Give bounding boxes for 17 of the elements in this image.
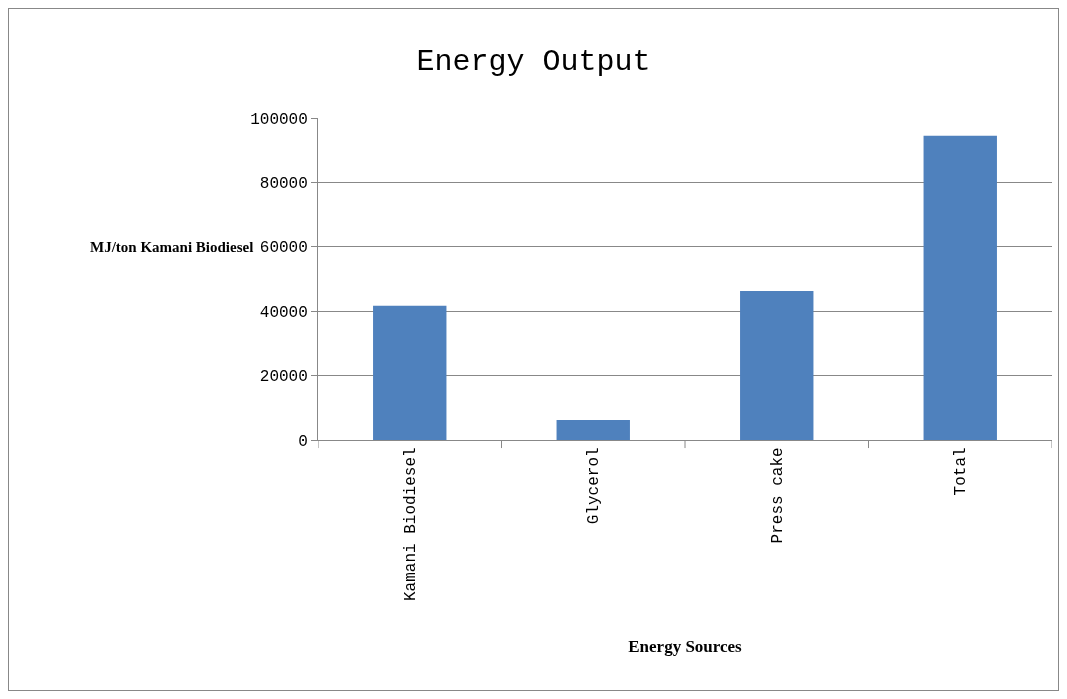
bar [740,290,814,440]
y-tick-label: 100000 [250,110,308,129]
y-axis-title: MJ/ton Kamani Biodiesel [90,239,254,255]
x-axis-title: Energy Sources [628,637,743,657]
y-tick-label: 20000 [259,368,308,387]
chart-title: Energy Output [416,44,651,79]
x-tick-label: Total [952,447,971,496]
bar [556,420,630,440]
x-tick-label: Press cake [768,447,787,544]
y-tick-label: 40000 [259,303,308,322]
bar [923,135,997,440]
x-tick-label: Kamani Biodiesel [401,447,420,602]
y-tick-label: 0 [298,432,308,451]
y-tick-label: 80000 [259,175,308,193]
y-tick-label: 60000 [259,239,308,258]
x-tick-label: Glycerol [585,447,604,525]
bar [373,305,447,440]
